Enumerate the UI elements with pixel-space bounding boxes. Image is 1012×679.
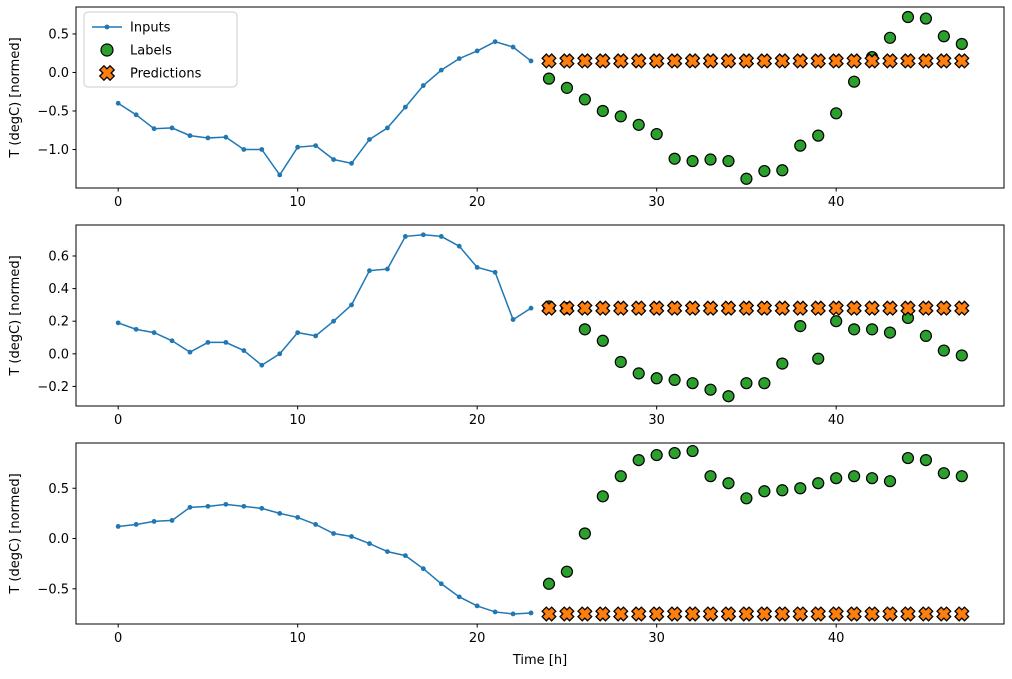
axes-frame (75, 442, 1005, 625)
legend-dot-marker (104, 24, 110, 30)
y-tick-label: 0.0 (48, 347, 69, 362)
series-inputs (115, 39, 534, 178)
x-tick-label: 20 (469, 631, 486, 646)
x-tick-label: 0 (114, 413, 122, 428)
y-axis-label: T (degC) [normed] (8, 473, 23, 594)
x-tick-label: 30 (648, 631, 665, 646)
series-labels (542, 444, 968, 590)
x-tick-label: 0 (114, 195, 122, 210)
y-tick-label: −0.5 (37, 104, 69, 119)
x-tick-label: 10 (289, 195, 306, 210)
x-tick-label: 30 (648, 195, 665, 210)
series-inputs (115, 232, 534, 368)
y-tick-label: 0.0 (48, 532, 69, 547)
x-tick-label: 10 (289, 413, 306, 428)
axes-frame (75, 224, 1005, 407)
y-tick-label: 0.5 (48, 482, 69, 497)
series-predictions (541, 606, 970, 622)
legend-frame (83, 11, 238, 88)
subplot-3: 0 10 20 30 40 0.5 0.0 −0.5 T (degC) [normed] (8, 442, 1005, 646)
y-tick-label: 0.0 (48, 66, 69, 81)
y-tick-label: 0.4 (48, 282, 69, 297)
legend-label: Predictions (130, 67, 202, 82)
x-tick-label: 20 (469, 413, 486, 428)
x-tick-label: 30 (648, 413, 665, 428)
subplot-2: 0 10 20 30 40 0.6 0.4 0.2 0.0 −0.2 T (degC) [norme… (8, 224, 1005, 428)
series-predictions (541, 53, 970, 69)
series-labels (542, 300, 968, 403)
x-tick-label: 20 (469, 195, 486, 210)
legend: Inputs Labels Predictions (83, 11, 238, 88)
y-tick-label: 0.5 (48, 27, 69, 42)
x-tick-label: 0 (114, 631, 122, 646)
x-axis-label: Time [h] (512, 653, 567, 668)
y-tick-label: 0.2 (48, 315, 69, 330)
series-labels (542, 10, 968, 185)
legend-label: Labels (130, 44, 172, 59)
y-axis-label: T (degC) [normed] (8, 37, 23, 158)
legend-circle-marker (100, 43, 114, 57)
y-axis-label: T (degC) [normed] (8, 255, 23, 376)
y-tick-label: −0.5 (37, 582, 69, 597)
subplot-1: 0 10 20 30 40 0.5 0.0 −0.5 −1.0 T (degC) [normed] (8, 6, 1005, 210)
legend-label: Inputs (130, 21, 171, 36)
x-tick-label: 40 (828, 195, 845, 210)
legend-entry-labels: Labels (100, 43, 172, 59)
x-tick-label: 10 (289, 631, 306, 646)
legend-entry-inputs: Inputs (92, 21, 171, 36)
y-tick-label: −1.0 (37, 143, 69, 158)
x-tick-label: 40 (828, 631, 845, 646)
series-inputs (115, 501, 534, 617)
series-predictions (541, 300, 970, 316)
x-tick-label: 40 (828, 413, 845, 428)
y-tick-label: −0.2 (37, 380, 69, 395)
y-tick-label: 0.6 (48, 249, 69, 264)
legend-entry-predictions: Predictions (98, 64, 202, 82)
